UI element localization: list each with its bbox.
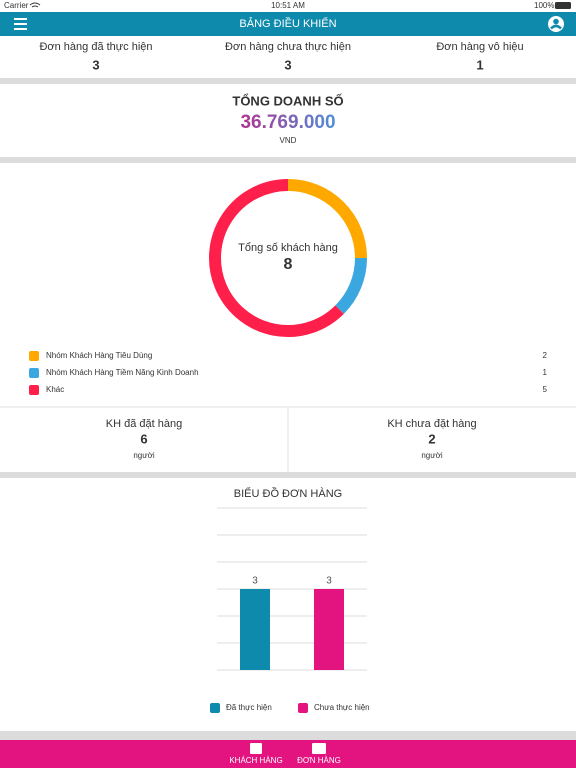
legend-label: Khác — [46, 385, 64, 394]
header — [0, 12, 576, 36]
divider — [0, 472, 576, 478]
stat-label: Đơn hàng vô hiệu — [436, 41, 523, 53]
customer-unit: người — [133, 451, 155, 460]
menu-button[interactable] — [14, 18, 27, 30]
legend-label: Nhóm Khách Hàng Tiềm Năng Kinh Doanh — [46, 368, 199, 377]
stat-value: 3 — [92, 57, 99, 72]
legend-value: 1 — [543, 368, 548, 377]
legend-swatch — [29, 351, 39, 361]
bar — [314, 589, 344, 670]
legend-swatch — [29, 368, 39, 378]
status-bar — [0, 0, 576, 12]
bar-chart-title: BIỂU ĐỒ ĐƠN HÀNG — [234, 487, 342, 500]
revenue-unit: VND — [280, 136, 297, 145]
header-title: BẢNG ĐIỀU KHIỂN — [239, 17, 336, 30]
carrier: Carrier — [4, 1, 29, 10]
order-tab[interactable]: ĐƠN HÀNG — [297, 756, 341, 765]
order-tab-icon[interactable] — [312, 743, 326, 754]
customer-label: KH chưa đặt hàng — [387, 418, 476, 430]
revenue-title: TỔNG DOANH SỐ — [232, 93, 343, 108]
divider — [0, 157, 576, 163]
battery-text: 100% — [534, 1, 554, 10]
tab-bar — [0, 740, 576, 768]
stat-value: 3 — [284, 57, 291, 72]
donut-segment — [335, 257, 367, 314]
customer-tab-icon[interactable] — [250, 743, 262, 754]
revenue-amount: 36.769.000 — [240, 112, 335, 133]
bar — [240, 589, 270, 670]
divider — [0, 78, 576, 84]
legend-label: Đã thực hiện — [226, 703, 272, 712]
legend-swatch — [298, 703, 308, 713]
legend-swatch — [29, 385, 39, 395]
customer-tab[interactable]: KHÁCH HÀNG — [229, 756, 282, 765]
legend-swatch — [210, 703, 220, 713]
stat-label: Đơn hàng chưa thực hiện — [225, 41, 351, 53]
donut-segment — [287, 179, 367, 259]
stat-label: Đơn hàng đã thực hiện — [39, 41, 152, 53]
customer-value: 6 — [140, 431, 147, 446]
bar-value-label: 3 — [252, 576, 258, 587]
account-button[interactable] — [548, 16, 564, 32]
divider — [0, 731, 576, 740]
bar-value-label: 3 — [326, 576, 332, 587]
customer-label: KH đã đặt hàng — [106, 418, 182, 430]
donut-segment — [209, 179, 344, 337]
legend-value: 5 — [543, 385, 548, 394]
battery-icon — [555, 2, 571, 9]
legend-value: 2 — [543, 351, 548, 360]
customer-value: 2 — [428, 431, 435, 446]
donut-total: 8 — [284, 256, 293, 273]
wifi-icon — [29, 2, 41, 8]
customer-unit: người — [421, 451, 443, 460]
legend-label: Nhóm Khách Hàng Tiêu Dùng — [46, 351, 152, 360]
legend-label: Chưa thực hiện — [314, 703, 370, 712]
donut-center-label: Tổng số khách hàng — [238, 242, 338, 254]
stat-value: 1 — [476, 57, 483, 72]
time: 10:51 AM — [271, 1, 305, 10]
